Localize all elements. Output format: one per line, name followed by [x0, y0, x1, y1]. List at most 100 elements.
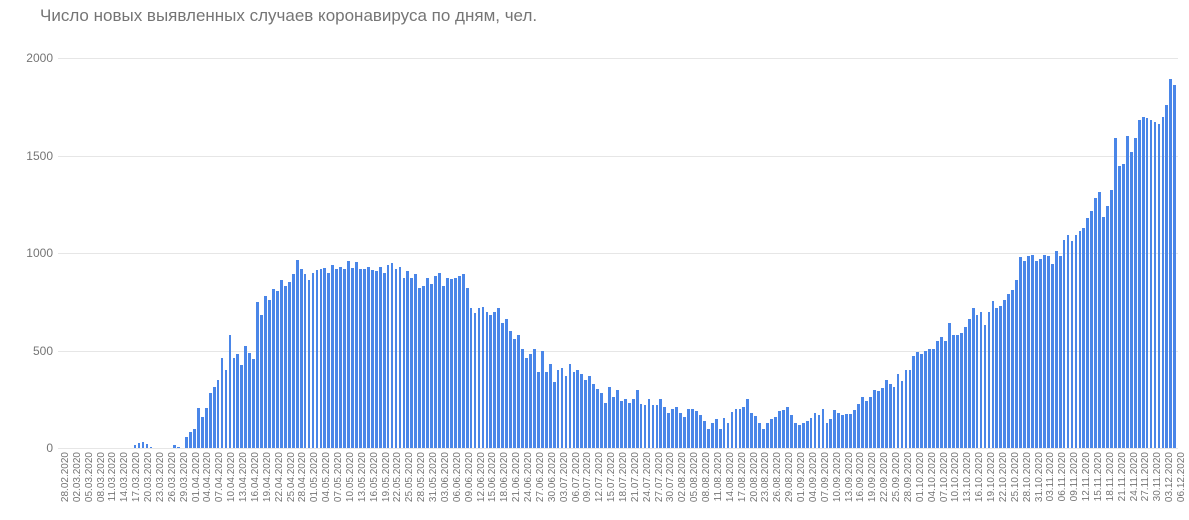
bar [964, 327, 967, 448]
bar [264, 296, 267, 448]
bar [1165, 105, 1168, 448]
x-tick-label: 21.11.2020 [1117, 452, 1128, 501]
bar [786, 407, 789, 448]
bar [1051, 264, 1054, 448]
bar [616, 390, 619, 449]
x-tick-label: 25.04.2020 [286, 452, 297, 502]
x-tick-label: 04.04.2020 [202, 452, 213, 502]
bar [1102, 217, 1105, 448]
x-tick-label: 27.06.2020 [535, 452, 546, 502]
bar [1055, 251, 1058, 448]
bar [193, 429, 196, 448]
bar [770, 419, 773, 448]
x-tick-label: 29.08.2020 [784, 452, 795, 502]
bar [1134, 138, 1137, 448]
bar [1090, 211, 1093, 448]
bar [434, 276, 437, 448]
bar [750, 413, 753, 448]
x-tick-label: 12.06.2020 [476, 452, 487, 502]
bar [885, 380, 888, 448]
x-tick-label: 28.10.2020 [1022, 452, 1033, 502]
bar [1086, 218, 1089, 448]
bar [446, 278, 449, 448]
bar [988, 312, 991, 449]
bar [331, 265, 334, 448]
bar [715, 419, 718, 448]
bar [1039, 259, 1042, 448]
x-tick-label: 02.03.2020 [72, 452, 83, 502]
bar [1075, 235, 1078, 448]
bar [995, 308, 998, 448]
bar [205, 408, 208, 448]
bar [1079, 231, 1082, 448]
bar [225, 370, 228, 448]
bar [240, 365, 243, 448]
bar [209, 393, 212, 448]
bar [304, 274, 307, 448]
bar [580, 374, 583, 448]
bar [1138, 120, 1141, 448]
bar [391, 263, 394, 448]
x-tick-label: 23.03.2020 [155, 452, 166, 502]
bar [351, 268, 354, 448]
x-tick-label: 20.03.2020 [143, 452, 154, 502]
bar [474, 313, 477, 448]
x-tick-label: 08.03.2020 [96, 452, 107, 502]
bar [501, 323, 504, 448]
y-tick-label: 0 [5, 441, 53, 455]
x-tick-label: 13.04.2020 [238, 452, 249, 502]
bar [1031, 255, 1034, 448]
bar [497, 308, 500, 448]
bar [1059, 256, 1062, 448]
bar [221, 358, 224, 448]
bar [683, 417, 686, 448]
bar [557, 370, 560, 448]
bar [624, 399, 627, 448]
x-tick-label: 01.05.2020 [309, 452, 320, 502]
x-tick-label: 15.11.2020 [1093, 452, 1104, 501]
bar [256, 302, 259, 448]
bar [549, 364, 552, 448]
bar [1047, 256, 1050, 448]
bar [426, 278, 429, 448]
x-tick-label: 30.06.2020 [547, 452, 558, 502]
y-tick-label: 500 [5, 344, 53, 358]
x-tick-label: 15.07.2020 [606, 452, 617, 502]
bar [462, 274, 465, 448]
x-tick-label: 25.10.2020 [1010, 452, 1021, 502]
bar [723, 418, 726, 448]
x-tick-label: 13.05.2020 [357, 452, 368, 502]
bar [268, 300, 271, 448]
bar [1003, 300, 1006, 448]
bar [897, 374, 900, 448]
bar [359, 269, 362, 448]
x-tick-label: 24.07.2020 [642, 452, 653, 502]
bar [652, 405, 655, 448]
x-tick-label: 30.07.2020 [665, 452, 676, 502]
bar [1118, 166, 1121, 448]
bar [1098, 192, 1101, 448]
bar [410, 278, 413, 448]
bar [383, 273, 386, 449]
bar [976, 315, 979, 448]
x-tick-label: 28.04.2020 [297, 452, 308, 502]
x-tick-label: 21.07.2020 [630, 452, 641, 502]
bar [936, 341, 939, 448]
bar [739, 409, 742, 448]
bar [699, 415, 702, 448]
bar [873, 390, 876, 449]
bar [648, 399, 651, 448]
x-tick-label: 12.07.2020 [594, 452, 605, 502]
bar [1019, 257, 1022, 448]
bar [861, 397, 864, 448]
x-tick-label: 13.09.2020 [844, 452, 855, 502]
bar [746, 399, 749, 448]
bar [944, 341, 947, 448]
x-tick-label: 27.11.2020 [1140, 452, 1151, 501]
x-tick-label: 09.07.2020 [582, 452, 593, 502]
bar [454, 278, 457, 448]
bar [458, 276, 461, 448]
x-tick-label: 08.08.2020 [701, 452, 712, 502]
bar [201, 417, 204, 448]
x-tick-label: 31.10.2020 [1034, 452, 1045, 502]
